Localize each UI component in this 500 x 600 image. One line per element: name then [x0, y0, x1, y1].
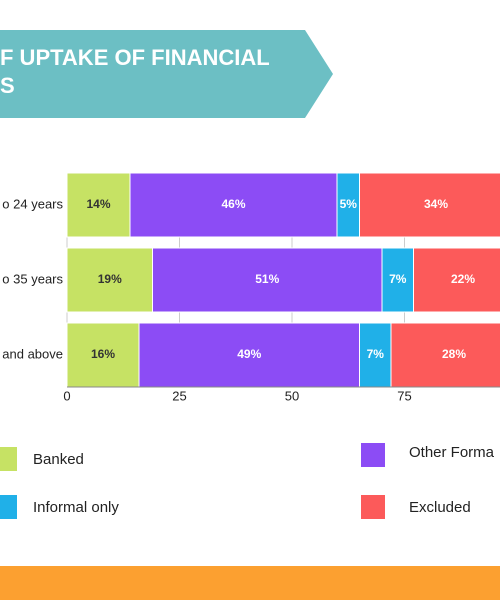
legend-label: Banked — [33, 451, 84, 468]
legend-label: Informal only — [33, 499, 119, 516]
title-banner — [0, 30, 333, 118]
bar-segment — [138, 322, 360, 388]
value-label: 16% — [91, 347, 115, 361]
legend-swatch — [361, 443, 385, 467]
value-label: 49% — [237, 347, 261, 361]
value-label: 34% — [424, 197, 448, 211]
value-label: 5% — [340, 197, 358, 211]
footer-band — [0, 566, 500, 600]
bar-segment — [390, 322, 500, 388]
legend-label: Other Forma — [409, 444, 495, 461]
value-label: 22% — [451, 272, 475, 286]
value-label: 28% — [442, 347, 466, 361]
value-label: 46% — [221, 197, 245, 211]
value-label: 19% — [98, 272, 122, 286]
bar-segment — [359, 172, 500, 238]
y-tick-label: and above — [2, 346, 63, 361]
x-tick-label: 0 — [63, 388, 70, 403]
bar-segment — [129, 172, 338, 238]
legend-swatch — [0, 447, 17, 471]
value-label: 7% — [367, 347, 385, 361]
x-tick-label: 25 — [172, 388, 186, 403]
legend-swatch — [0, 495, 17, 519]
bar-segment — [359, 322, 392, 388]
value-label: 7% — [389, 272, 407, 286]
value-label: 51% — [255, 272, 279, 286]
legend-swatch — [361, 495, 385, 519]
bar-segment — [66, 247, 153, 313]
chart-title: S — [0, 73, 15, 98]
bar-segment — [381, 247, 414, 313]
y-tick-label: o 24 years — [2, 196, 63, 211]
x-tick-label: 75 — [397, 388, 411, 403]
bar-segment — [413, 247, 500, 313]
bar-segment — [152, 247, 383, 313]
y-tick-label: o 35 years — [2, 271, 63, 286]
value-label: 14% — [86, 197, 110, 211]
x-tick-label: 50 — [285, 388, 299, 403]
bar-segment — [66, 172, 131, 238]
chart-title: F UPTAKE OF FINANCIAL — [0, 45, 270, 70]
legend-label: Excluded — [409, 499, 471, 516]
